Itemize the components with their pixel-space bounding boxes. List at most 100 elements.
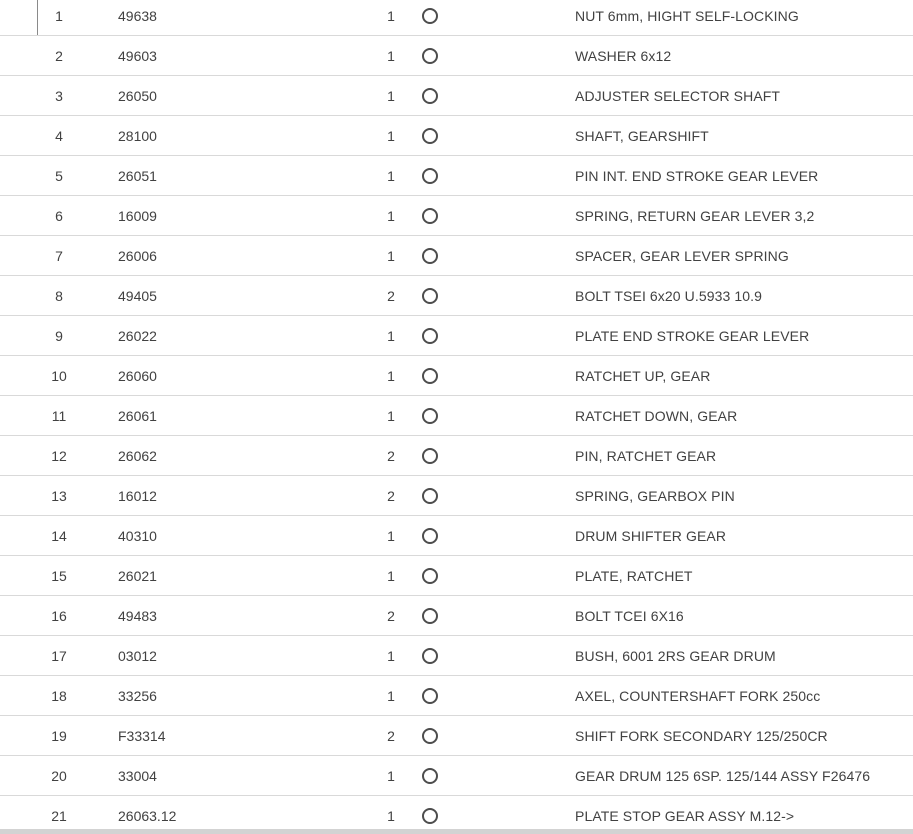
table-row: 4 28100 1 SHAFT, GEARSHIFT	[0, 116, 913, 156]
row-number: 19	[0, 716, 118, 756]
table-row: 10 26060 1 RATCHET UP, GEAR	[0, 356, 913, 396]
table-row: 8 49405 2 BOLT TSEI 6x20 U.5933 10.9	[0, 276, 913, 316]
select-cell	[422, 76, 575, 116]
radio-circle-icon[interactable]	[422, 528, 438, 545]
radio-circle-icon[interactable]	[422, 648, 438, 665]
description-cell: SPRING, GEARBOX PIN	[575, 476, 913, 516]
radio-circle-icon[interactable]	[422, 808, 438, 825]
quantity-cell: 1	[360, 636, 422, 676]
radio-circle-icon[interactable]	[422, 328, 438, 345]
table-row: 5 26051 1 PIN INT. END STROKE GEAR LEVER	[0, 156, 913, 196]
table-row: 16 49483 2 BOLT TCEI 6X16	[0, 596, 913, 636]
quantity-cell: 2	[360, 716, 422, 756]
row-number: 15	[0, 556, 118, 596]
radio-circle-icon[interactable]	[422, 448, 438, 465]
part-number-cell: 16012	[118, 476, 360, 516]
radio-circle-icon[interactable]	[422, 688, 438, 705]
part-number-cell: 33256	[118, 676, 360, 716]
select-cell	[422, 756, 575, 796]
radio-circle-icon[interactable]	[422, 568, 438, 585]
part-number-cell: 26050	[118, 76, 360, 116]
table-row: 19 F33314 2 SHIFT FORK SECONDARY 125/250…	[0, 716, 913, 756]
radio-circle-icon[interactable]	[422, 408, 438, 425]
table-row: 13 16012 2 SPRING, GEARBOX PIN	[0, 476, 913, 516]
table-row: 18 33256 1 AXEL, COUNTERSHAFT FORK 250cc	[0, 676, 913, 716]
part-number-cell: 26006	[118, 236, 360, 276]
table-row: 3 26050 1 ADJUSTER SELECTOR SHAFT	[0, 76, 913, 116]
row-number: 21	[0, 796, 118, 834]
row-number: 2	[0, 36, 118, 76]
select-cell	[422, 236, 575, 276]
part-number-cell: 49483	[118, 596, 360, 636]
table-row: 12 26062 2 PIN, RATCHET GEAR	[0, 436, 913, 476]
quantity-cell: 1	[360, 396, 422, 436]
select-cell	[422, 716, 575, 756]
quantity-cell: 1	[360, 156, 422, 196]
divider-tick	[37, 0, 38, 35]
radio-circle-icon[interactable]	[422, 168, 438, 185]
select-cell	[422, 636, 575, 676]
quantity-cell: 1	[360, 756, 422, 796]
row-number: 12	[0, 436, 118, 476]
select-cell	[422, 516, 575, 556]
description-cell: RATCHET UP, GEAR	[575, 356, 913, 396]
description-cell: PIN, RATCHET GEAR	[575, 436, 913, 476]
description-cell: ADJUSTER SELECTOR SHAFT	[575, 76, 913, 116]
description-cell: PLATE STOP GEAR ASSY M.12->	[575, 796, 913, 834]
select-cell	[422, 596, 575, 636]
radio-circle-icon[interactable]	[422, 248, 438, 265]
row-number: 8	[0, 276, 118, 316]
row-number: 6	[0, 196, 118, 236]
part-number-cell: 26021	[118, 556, 360, 596]
description-cell: PLATE, RATCHET	[575, 556, 913, 596]
description-cell: SHAFT, GEARSHIFT	[575, 116, 913, 156]
part-number-cell: 26062	[118, 436, 360, 476]
radio-circle-icon[interactable]	[422, 608, 438, 625]
select-cell	[422, 476, 575, 516]
radio-circle-icon[interactable]	[422, 728, 438, 745]
row-number: 13	[0, 476, 118, 516]
row-number: 4	[0, 116, 118, 156]
row-number: 11	[0, 396, 118, 436]
part-number-cell: 26051	[118, 156, 360, 196]
radio-circle-icon[interactable]	[422, 288, 438, 305]
row-number: 9	[0, 316, 118, 356]
part-number-cell: 26061	[118, 396, 360, 436]
select-cell	[422, 0, 575, 36]
radio-circle-icon[interactable]	[422, 48, 438, 65]
radio-circle-icon[interactable]	[422, 128, 438, 145]
select-cell	[422, 276, 575, 316]
description-cell: BUSH, 6001 2RS GEAR DRUM	[575, 636, 913, 676]
part-number-cell: 49405	[118, 276, 360, 316]
description-cell: PIN INT. END STROKE GEAR LEVER	[575, 156, 913, 196]
select-cell	[422, 556, 575, 596]
description-cell: WASHER 6x12	[575, 36, 913, 76]
part-number-cell: 26060	[118, 356, 360, 396]
row-number: 17	[0, 636, 118, 676]
part-number-cell: 26063.12	[118, 796, 360, 834]
table-row: 20 33004 1 GEAR DRUM 125 6SP. 125/144 AS…	[0, 756, 913, 796]
quantity-cell: 1	[360, 316, 422, 356]
row-number: 7	[0, 236, 118, 276]
radio-circle-icon[interactable]	[422, 8, 438, 25]
quantity-cell: 1	[360, 116, 422, 156]
row-number: 18	[0, 676, 118, 716]
quantity-cell: 2	[360, 276, 422, 316]
description-cell: SHIFT FORK SECONDARY 125/250CR	[575, 716, 913, 756]
select-cell	[422, 796, 575, 834]
radio-circle-icon[interactable]	[422, 208, 438, 225]
part-number-cell: 49638	[118, 0, 360, 36]
radio-circle-icon[interactable]	[422, 768, 438, 785]
description-cell: NUT 6mm, HIGHT SELF-LOCKING	[575, 0, 913, 36]
select-cell	[422, 356, 575, 396]
radio-circle-icon[interactable]	[422, 368, 438, 385]
radio-circle-icon[interactable]	[422, 488, 438, 505]
row-number: 10	[0, 356, 118, 396]
table-row: 21 26063.12 1 PLATE STOP GEAR ASSY M.12-…	[0, 796, 913, 834]
table-row: 1 49638 1 NUT 6mm, HIGHT SELF-LOCKING	[0, 0, 913, 36]
quantity-cell: 1	[360, 676, 422, 716]
radio-circle-icon[interactable]	[422, 88, 438, 105]
quantity-cell: 1	[360, 556, 422, 596]
